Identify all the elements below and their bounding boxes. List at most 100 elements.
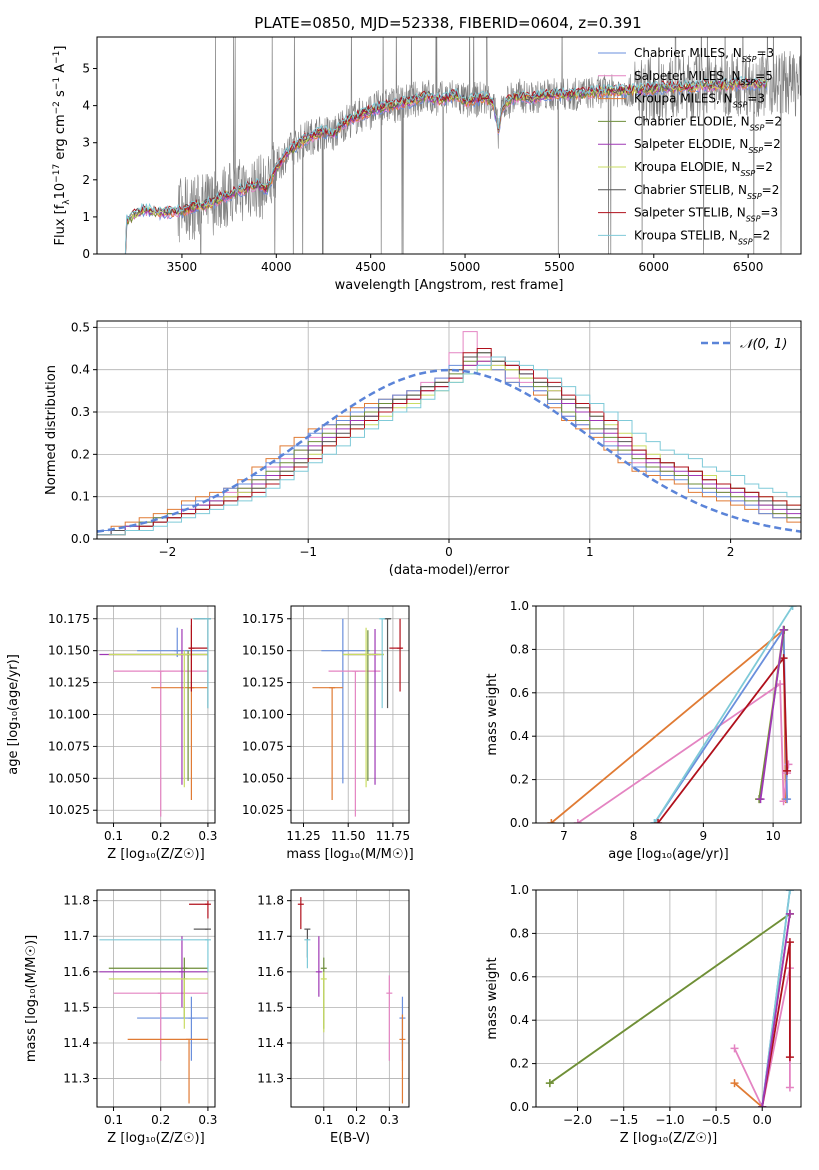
axes-frame xyxy=(96,36,802,255)
legend-sub: SSP xyxy=(741,77,756,86)
x-tick-label: 0.2 xyxy=(151,829,170,843)
plus-marker xyxy=(730,1044,739,1053)
legend-tail: =2 xyxy=(763,137,781,151)
y-axis-label-part: A xyxy=(53,64,68,77)
x-tick-label: 2 xyxy=(727,545,735,559)
y-axis-label-part: erg cm xyxy=(53,114,68,163)
y-tick-label: 0.8 xyxy=(510,926,529,940)
legend-label: Salpeter MILES, NSSP=5 xyxy=(634,69,773,87)
plus-marker xyxy=(785,890,794,894)
plus-marker xyxy=(779,625,788,634)
y-tick-label: 10.025 xyxy=(242,803,284,817)
y-tick-label: 11.5 xyxy=(257,1000,284,1014)
legend-sub: SSP xyxy=(733,100,748,109)
plus-marker xyxy=(788,606,797,610)
legend-tail: =2 xyxy=(764,114,782,128)
legend-text: Salpeter ELODIE, N xyxy=(634,137,748,151)
y-tick-label: 2 xyxy=(82,173,90,187)
axes-frame xyxy=(96,320,802,540)
y-axis-label-part: λ xyxy=(62,199,72,205)
x-tick-label: 0.0 xyxy=(753,1113,772,1127)
legend-sub: SSP xyxy=(738,237,753,246)
x-axis-label: Z [log₁₀(Z/Z☉)] xyxy=(107,1131,204,1146)
legend-tail: =3 xyxy=(747,92,765,106)
y-tick-label: 0 xyxy=(82,247,90,261)
y-tick-label: 10.075 xyxy=(48,739,90,753)
y-tick-label: 0.6 xyxy=(510,686,529,700)
legend-tail: =3 xyxy=(760,206,778,220)
y-tick-label: 10.050 xyxy=(242,771,284,785)
plus-marker xyxy=(730,1079,739,1088)
legend-text: Kroupa ELODIE, N xyxy=(634,160,741,174)
y-tick-label: 1 xyxy=(82,210,90,224)
y-tick-label: 4 xyxy=(82,99,90,113)
x-tick-label: 0.1 xyxy=(314,1113,333,1127)
y-tick-label: 10.025 xyxy=(48,803,90,817)
x-tick-label: −2.0 xyxy=(563,1113,592,1127)
massweight-vs-Z-panel: −2.0 −1.5 −1.0 −0.5 0.0 0.0 0.2 0.4 0.6 0.8 1.0 Z [… xyxy=(485,883,802,1146)
y-tick-label: 11.4 xyxy=(63,1036,90,1050)
x-tick-label: 0.2 xyxy=(347,1113,366,1127)
axes-frame xyxy=(290,889,410,1108)
figure-title: PLATE=0850, MJD=52338, FIBERID=0604, z=0… xyxy=(254,14,641,32)
y-axis-label: age [log₁₀(age/yr)] xyxy=(6,654,21,775)
legend-label: Salpeter ELODIE, NSSP=2 xyxy=(634,137,781,155)
x-axis-label: E(B-V) xyxy=(330,1131,370,1146)
legend-sub: SSP xyxy=(741,169,756,178)
y-tick-label: 0.2 xyxy=(510,1057,529,1071)
mass-weight-line-salpeter-elodie xyxy=(759,629,785,800)
y-axis-label: mass weight xyxy=(485,673,500,755)
x-axis-label: mass [log₁₀(M/M☉)] xyxy=(286,847,413,862)
x-tick-label: 10 xyxy=(765,829,780,843)
model-spectrum-kroupa-stelib xyxy=(124,75,768,254)
y-tick-label: 10.100 xyxy=(48,708,90,722)
mass-vs-ebv-panel: 0.1 0.2 0.3 11.3 11.4 11.5 11.6 11.7 11.8 E(B-V) xyxy=(257,889,410,1146)
plot-area xyxy=(99,900,211,1104)
mass-weight-line-kroupa-miles xyxy=(550,628,787,823)
y-axis-label-part: Flux [f xyxy=(53,204,68,245)
y-axis-label-part: −1 xyxy=(52,77,62,90)
plus-marker xyxy=(547,819,556,823)
y-tick-label: 11.8 xyxy=(257,894,284,908)
y-axis-label-part: 10 xyxy=(53,183,68,200)
x-tick-label: 0.2 xyxy=(151,1113,170,1127)
axes-frame xyxy=(96,889,216,1108)
plus-marker xyxy=(785,909,794,918)
y-tick-label: 10.150 xyxy=(48,644,90,658)
plus-marker xyxy=(758,1103,767,1107)
y-axis-label-part: −17 xyxy=(52,164,62,183)
x-tick-label: 6500 xyxy=(733,260,764,274)
plus-marker xyxy=(654,819,663,823)
mass-vs-Z-panel: 0.1 0.2 0.3 11.3 11.4 11.5 11.6 11.7 11.8 Z [log₁… xyxy=(24,889,217,1146)
plus-marker xyxy=(756,795,765,804)
spectrum-panel: 3500 4000 4500 5000 5500 6000 6500 0 1 2 3 4 5 wavele… xyxy=(52,36,802,293)
x-tick-label: 5500 xyxy=(544,260,575,274)
x-tick-label: 11.75 xyxy=(376,829,410,843)
y-tick-label: 0.2 xyxy=(510,773,529,787)
legend-tail: =2 xyxy=(753,228,771,242)
y-tick-label: 11.8 xyxy=(63,894,90,908)
x-axis-label: Z [log₁₀(Z/Z☉)] xyxy=(107,847,204,862)
legend-sub: SSP xyxy=(747,191,762,200)
y-tick-label: 11.3 xyxy=(257,1072,284,1086)
axes-frame xyxy=(290,605,410,824)
mass-weight-line-salpeter-miles xyxy=(577,682,790,823)
plot-area xyxy=(99,618,211,817)
y-tick-label: 0.1 xyxy=(71,490,90,504)
y-tick-label: 11.6 xyxy=(257,965,284,979)
legend-text: Chabrier MILES, N xyxy=(634,46,742,60)
x-axis-label: wavelength [Angstrom, rest frame] xyxy=(335,278,564,293)
spectrum-plot-area xyxy=(124,37,801,254)
plus-marker xyxy=(785,1053,794,1062)
plus-marker xyxy=(545,1079,554,1088)
legend-label: Salpeter STELIB, NSSP=3 xyxy=(634,206,778,224)
massweight-vs-age-panel: 7 8 9 10 0.0 0.2 0.4 0.6 0.8 1.0 age [log₁₀(age/yr… xyxy=(485,599,802,862)
legend-text: Kroupa STELIB, N xyxy=(634,228,738,242)
y-tick-label: 0.4 xyxy=(510,729,529,743)
plus-marker xyxy=(783,766,792,775)
residuals-panel: −2 −1 0 1 2 0.0 0.1 0.2 0.3 0.4 0.5 (data-model)/er… xyxy=(44,320,802,578)
y-tick-label: 0.3 xyxy=(71,405,90,419)
mass-weight-line-salpeter-elodie xyxy=(761,913,791,1107)
y-tick-label: 11.4 xyxy=(257,1036,284,1050)
legend-label: Chabrier STELIB, NSSP=2 xyxy=(634,183,779,201)
